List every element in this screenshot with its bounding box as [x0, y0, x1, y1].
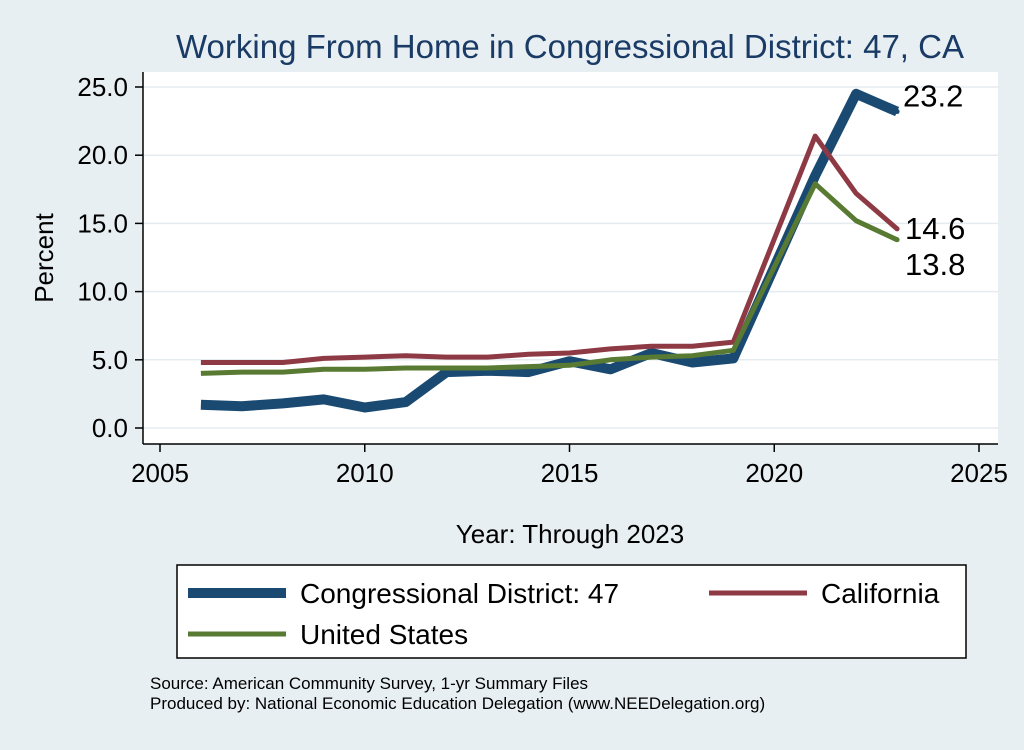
- source-line-1: Source: American Community Survey, 1-yr …: [150, 674, 588, 693]
- legend-items: Congressional District: 47 California Unit…: [188, 578, 940, 650]
- x-tick-label: 2015: [541, 458, 599, 488]
- y-tick-label: 15.0: [77, 208, 128, 238]
- plot-area: [143, 72, 998, 444]
- legend-label-3: United States: [300, 619, 468, 650]
- x-tick-label: 2005: [131, 458, 189, 488]
- legend-label-1: Congressional District: 47: [300, 578, 619, 609]
- y-tick-label: 25.0: [77, 72, 128, 102]
- series-end-point-1: [894, 109, 900, 115]
- series-end-point-3: [894, 237, 900, 243]
- series-line-3: [200, 181, 899, 376]
- y-tick-label: 10.0: [77, 277, 128, 307]
- series-end-point-2: [894, 226, 900, 232]
- chart-title: Working From Home in Congressional Distr…: [176, 28, 964, 65]
- legend-box: [176, 564, 967, 659]
- series-line-2: [200, 133, 899, 365]
- x-tick-label: 2010: [336, 458, 394, 488]
- legend-label-2: California: [821, 578, 940, 609]
- series-layer: [200, 88, 900, 413]
- x-tick-label: 2020: [745, 458, 803, 488]
- y-tick-label: 20.0: [77, 140, 128, 170]
- y-axis-label: Percent: [29, 212, 59, 302]
- y-tick-label: 0.0: [92, 413, 128, 443]
- end-label-3: 13.8: [905, 247, 965, 282]
- x-tick-label: 2025: [950, 458, 1008, 488]
- end-labels: 23.2 14.613.8: [903, 79, 965, 282]
- y-tick-label: 5.0: [92, 345, 128, 375]
- source-line-2: Produced by: National Economic Education…: [150, 694, 765, 713]
- x-axis-label: Year: Through 2023: [456, 519, 684, 549]
- end-label-1: 23.2: [903, 79, 963, 114]
- x-ticks: 2005 2010 2015 2020 2025: [131, 444, 1008, 488]
- y-ticks: 0.0 5.0 10.0 15.0 20.0 25.0: [77, 72, 143, 443]
- end-label-2: 14.6: [905, 211, 965, 246]
